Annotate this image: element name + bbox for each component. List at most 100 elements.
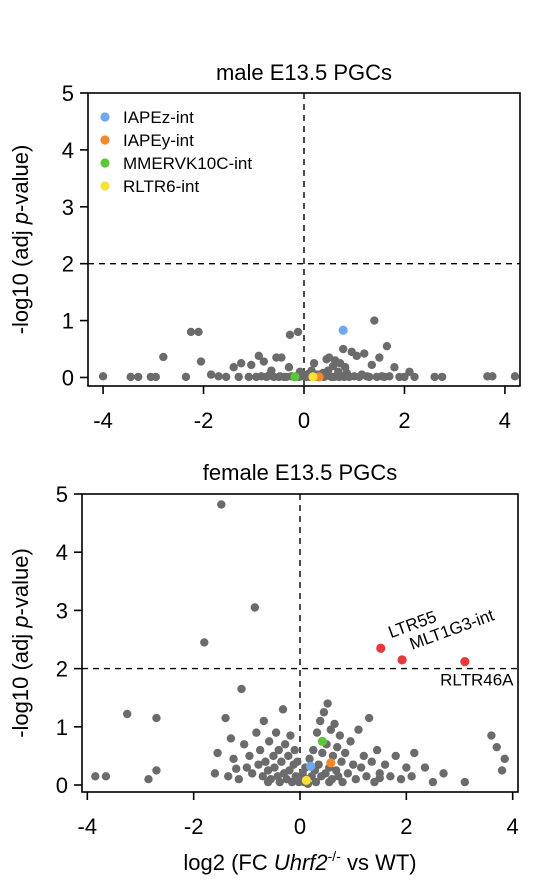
highlight-point-mmervk10c-int <box>317 736 327 746</box>
data-point <box>271 728 281 737</box>
x-axis-label: log2 (FC Uhrf2-/- vs WT) <box>183 848 416 875</box>
data-point <box>362 772 371 781</box>
data-point <box>239 740 249 749</box>
data-point <box>210 769 220 778</box>
data-point <box>391 751 400 761</box>
data-point <box>234 372 243 382</box>
data-point <box>319 708 329 717</box>
data-point <box>338 344 348 354</box>
y-tick-label: 2 <box>62 252 74 277</box>
data-point <box>286 731 295 740</box>
data-point <box>314 760 323 769</box>
data-point <box>343 769 353 778</box>
x-tick-label: -2 <box>184 814 204 839</box>
data-point <box>407 772 416 781</box>
data-point <box>196 357 206 366</box>
data-point <box>264 737 274 746</box>
legend-marker <box>100 158 110 168</box>
data-point <box>428 777 438 787</box>
annotation-label: RLTR46A <box>440 671 514 690</box>
data-point <box>351 774 361 784</box>
data-point <box>309 359 319 368</box>
data-point <box>224 772 233 781</box>
panel-title: female E13.5 PGCs <box>203 460 397 485</box>
panel-title: male E13.5 PGCs <box>216 60 392 85</box>
data-point <box>365 372 374 382</box>
data-point <box>410 748 419 758</box>
legend-marker <box>100 181 110 191</box>
data-point <box>126 372 135 382</box>
data-point <box>323 699 332 708</box>
data-point <box>396 774 406 784</box>
data-point <box>359 751 369 761</box>
data-point <box>330 719 339 729</box>
data-point <box>410 372 419 382</box>
data-point <box>333 742 342 752</box>
legend-label: RLTR6-int <box>123 177 199 196</box>
data-point <box>284 751 293 761</box>
data-point <box>510 372 520 381</box>
data-point <box>460 777 470 787</box>
legend-marker <box>100 135 110 145</box>
data-point <box>213 748 222 758</box>
data-point <box>221 713 230 723</box>
panel-1: female E13.5 PGCs -4 -2 0 2 4 0 1 2 3 4 5 -log10 (ad… <box>8 460 519 875</box>
data-point <box>338 777 347 787</box>
data-point <box>159 352 168 362</box>
highlight-point-ltr55 <box>376 643 386 653</box>
data-point <box>420 763 430 772</box>
highlight-point-rltr46a <box>460 657 470 667</box>
highlight-point-mmervk10c-int <box>290 372 300 382</box>
y-tick-label: 5 <box>56 482 68 507</box>
highlight-point-rltr6-int <box>308 372 318 382</box>
data-point <box>269 751 278 761</box>
data-point <box>144 774 153 784</box>
data-point <box>206 370 216 379</box>
data-point <box>217 500 226 509</box>
data-point <box>335 731 345 740</box>
x-tick-label: -2 <box>194 408 214 433</box>
y-axis-label: -log10 (adj p-value) <box>8 145 33 335</box>
data-point <box>497 766 507 775</box>
data-point <box>382 341 392 351</box>
data-point <box>348 760 358 769</box>
y-tick-label: 3 <box>56 598 68 623</box>
data-point <box>337 757 346 766</box>
legend-label: IAPEy-int <box>123 131 194 150</box>
x-tick-label: 4 <box>499 408 511 433</box>
data-point <box>325 777 334 787</box>
data-point <box>372 745 382 755</box>
data-point <box>309 745 318 755</box>
data-point <box>340 748 350 758</box>
highlight-point-mlt1g3-int <box>397 655 407 665</box>
data-point <box>254 351 263 361</box>
data-point <box>346 737 355 746</box>
data-point <box>328 751 338 761</box>
data-point <box>101 772 111 781</box>
data-point <box>151 372 161 382</box>
data-point <box>91 772 100 781</box>
data-point <box>311 777 321 787</box>
y-tick-label: 5 <box>62 81 74 106</box>
x-tick-label: -4 <box>93 408 113 433</box>
data-point <box>237 359 246 368</box>
data-point <box>259 716 269 726</box>
highlight-point-iapey-int <box>326 758 336 768</box>
data-point <box>312 728 322 737</box>
data-point <box>352 351 361 361</box>
data-point <box>278 705 288 714</box>
x-tick-label: 2 <box>398 408 410 433</box>
data-point <box>181 372 191 382</box>
y-tick-label: 4 <box>62 138 74 163</box>
data-point <box>229 754 238 764</box>
data-point <box>284 363 294 372</box>
data-point <box>122 709 132 719</box>
data-point <box>274 745 283 755</box>
data-point <box>244 372 253 382</box>
data-point <box>316 716 325 726</box>
data-point <box>252 728 261 737</box>
data-point <box>194 327 203 337</box>
data-point <box>277 757 286 766</box>
